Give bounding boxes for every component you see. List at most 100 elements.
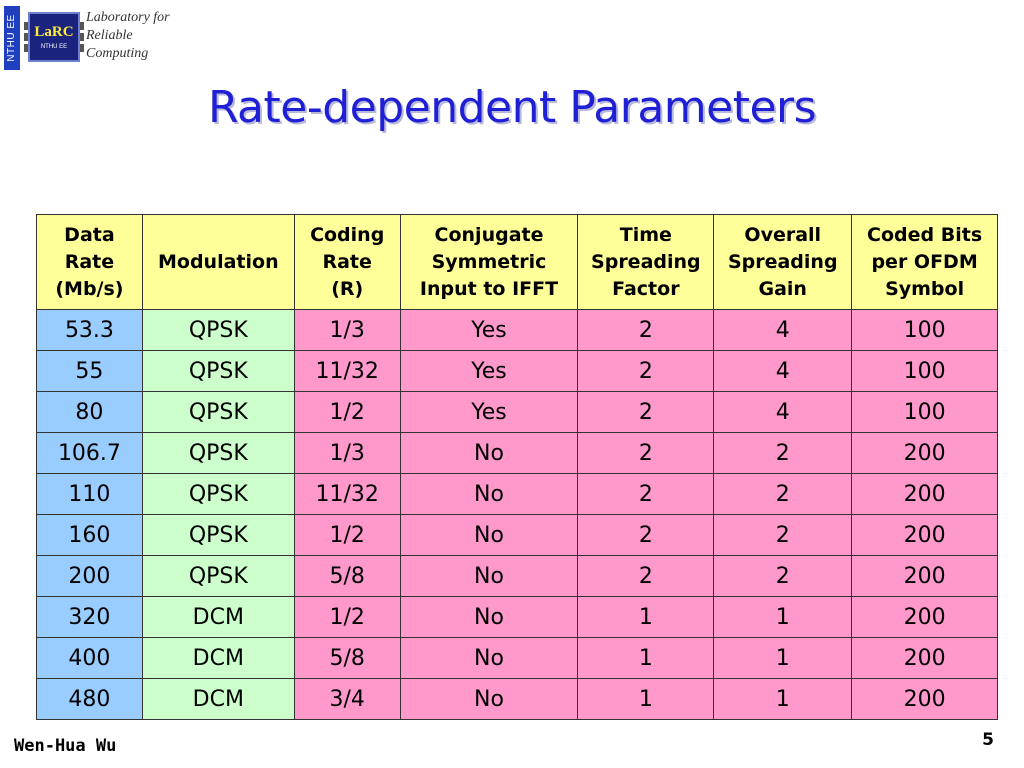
table-cell: DCM [141, 637, 295, 679]
side-tab-label: NTHU EE [6, 14, 17, 62]
column-header-line: Coding [310, 223, 385, 246]
table-cell: Yes [399, 391, 579, 433]
table-cell: 2 [577, 309, 715, 351]
table-cell: 160 [36, 514, 143, 556]
column-header-line: Conjugate [434, 223, 544, 246]
column-header-line: Symmetric [431, 250, 547, 273]
table-cell: Yes [399, 309, 579, 351]
table-cell: 3/4 [293, 678, 401, 720]
column-header-line: Input to IFFT [419, 277, 559, 300]
column-header-line: Gain [758, 277, 807, 300]
column-header-line: Symbol [885, 277, 965, 300]
column-header-line: Overall [744, 223, 822, 246]
table-cell: DCM [141, 678, 295, 720]
table-row: 320 DCM 1/2 No 1 1 200 [36, 596, 998, 638]
table-cell: 100 [851, 309, 998, 351]
table-cell: 1/3 [293, 309, 401, 351]
table-cell: 2 [577, 473, 715, 515]
chip-brand-text: LaRC [34, 24, 74, 40]
table-row: 80 QPSK 1/2 Yes 2 4 100 [36, 391, 998, 433]
nthu-ee-side-tab: NTHU EE [4, 6, 20, 70]
table-cell: 1 [713, 637, 853, 679]
table-cell: 2 [713, 514, 853, 556]
table-cell: 53.3 [36, 309, 143, 351]
column-header-line: Modulation [158, 250, 279, 273]
column-header-line: (R) [331, 277, 364, 300]
table-cell: 480 [36, 678, 143, 720]
table-cell: 1/2 [293, 596, 401, 638]
column-header: Coding Rate (R) [293, 214, 401, 310]
column-header-line: Spreading [591, 250, 701, 273]
table-cell: 200 [851, 596, 998, 638]
column-header-line: Factor [612, 277, 680, 300]
table-cell: 1 [577, 678, 715, 720]
column-header-line: Rate [322, 250, 372, 273]
table-cell: 1 [577, 596, 715, 638]
table-cell: 2 [713, 432, 853, 474]
table-cell: 2 [713, 473, 853, 515]
table-row: 110 QPSK 11/32 No 2 2 200 [36, 473, 998, 515]
table-row: 160 QPSK 1/2 No 2 2 200 [36, 514, 998, 556]
table-row: 400 DCM 5/8 No 1 1 200 [36, 637, 998, 679]
page-number: 5 [982, 730, 994, 750]
lab-line-2: Reliable [86, 28, 133, 43]
table-cell: QPSK [141, 473, 295, 515]
table-cell: 2 [577, 432, 715, 474]
table-cell: QPSK [141, 432, 295, 474]
table-row: 200 QPSK 5/8 No 2 2 200 [36, 555, 998, 597]
table-cell: Yes [399, 350, 579, 392]
table-cell: No [399, 514, 579, 556]
column-header: Conjugate Symmetric Input to IFFT [399, 214, 579, 310]
table-header-row: Data Rate (Mb/s) Modulation Coding Rate (R) Con… [36, 214, 998, 310]
table-cell: 200 [851, 678, 998, 720]
table-cell: 1/2 [293, 391, 401, 433]
table-cell: 200 [851, 555, 998, 597]
table-cell: DCM [141, 596, 295, 638]
lab-name: Laboratory for Reliable Computing [86, 9, 170, 63]
table-cell: 1 [713, 678, 853, 720]
table-cell: 5/8 [293, 637, 401, 679]
lab-line-3: Computing [86, 46, 149, 61]
table-cell: 11/32 [293, 350, 401, 392]
table-cell: 80 [36, 391, 143, 433]
table-cell: 110 [36, 473, 143, 515]
table-cell: 200 [851, 637, 998, 679]
table-cell: 2 [713, 555, 853, 597]
table-row: 480 DCM 3/4 No 1 1 200 [36, 678, 998, 720]
table-row: 53.3 QPSK 1/3 Yes 2 4 100 [36, 309, 998, 351]
table-cell: 100 [851, 391, 998, 433]
table-cell: 200 [851, 432, 998, 474]
column-header: Overall Spreading Gain [713, 214, 853, 310]
column-header-line: Data [64, 223, 115, 246]
table-cell: 200 [851, 473, 998, 515]
table-cell: No [399, 432, 579, 474]
table-cell: 1/3 [293, 432, 401, 474]
table-body: 53.3 QPSK 1/3 Yes 2 4 100 55 QPSK 11/32 Yes 2 4 100 80… [36, 309, 998, 720]
table-cell: QPSK [141, 309, 295, 351]
table-cell: 1/2 [293, 514, 401, 556]
table-cell: 4 [713, 309, 853, 351]
table-cell: 2 [577, 350, 715, 392]
table-cell: QPSK [141, 555, 295, 597]
rate-parameters-table: Data Rate (Mb/s) Modulation Coding Rate (R) Con… [36, 214, 998, 720]
column-header-line: Spreading [727, 250, 838, 273]
table-cell: 106.7 [36, 432, 143, 474]
table-row: 106.7 QPSK 1/3 No 2 2 200 [36, 432, 998, 474]
lab-line-1: Laboratory for [86, 10, 170, 25]
larc-chip-logo: LaRC NTHU EE [24, 12, 84, 62]
table-cell: 320 [36, 596, 143, 638]
table-cell: 400 [36, 637, 143, 679]
table-cell: No [399, 637, 579, 679]
table-cell: 200 [36, 555, 143, 597]
table-cell: 11/32 [293, 473, 401, 515]
table-cell: No [399, 678, 579, 720]
column-header: Time Spreading Factor [577, 214, 715, 310]
table-row: 55 QPSK 11/32 Yes 2 4 100 [36, 350, 998, 392]
table-cell: 100 [851, 350, 998, 392]
table-cell: No [399, 555, 579, 597]
table-cell: QPSK [141, 514, 295, 556]
column-header-line: per OFDM [871, 250, 978, 273]
table-cell: 55 [36, 350, 143, 392]
table-cell: 2 [577, 391, 715, 433]
table-cell: QPSK [141, 350, 295, 392]
